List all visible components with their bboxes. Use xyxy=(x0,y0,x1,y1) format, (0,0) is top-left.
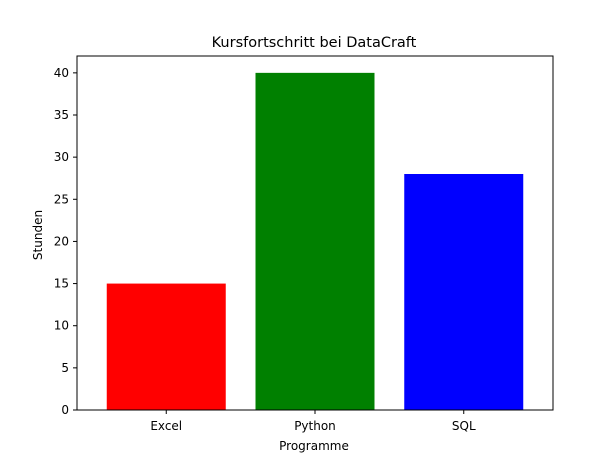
x-axis-label: Programme xyxy=(279,439,349,453)
bar-excel xyxy=(106,283,226,410)
plot-bars xyxy=(106,72,524,410)
bar-sql xyxy=(404,174,524,410)
x-tick-label: Python xyxy=(294,419,336,433)
y-tick-label: 40 xyxy=(54,66,69,80)
y-tick-label: 25 xyxy=(54,192,69,206)
y-tick-label: 5 xyxy=(61,361,69,375)
y-tick-label: 35 xyxy=(54,108,69,122)
bar-python xyxy=(255,72,375,410)
y-tick-label: 15 xyxy=(54,277,69,291)
y-axis: 0 5 10 15 20 25 30 35 40 xyxy=(54,66,77,417)
x-tick-label: SQL xyxy=(452,419,476,433)
y-axis-label: Stunden xyxy=(31,210,45,260)
plot-frame xyxy=(76,55,554,411)
chart-title: Kursfortschritt bei DataCraft xyxy=(212,35,417,51)
x-tick-label: Excel xyxy=(150,419,182,433)
x-axis: Excel Python SQL xyxy=(150,410,476,433)
y-tick-label: 10 xyxy=(54,319,69,333)
y-tick-label: 0 xyxy=(61,403,69,417)
y-tick-label: 30 xyxy=(54,150,69,164)
y-tick-label: 20 xyxy=(54,234,69,248)
